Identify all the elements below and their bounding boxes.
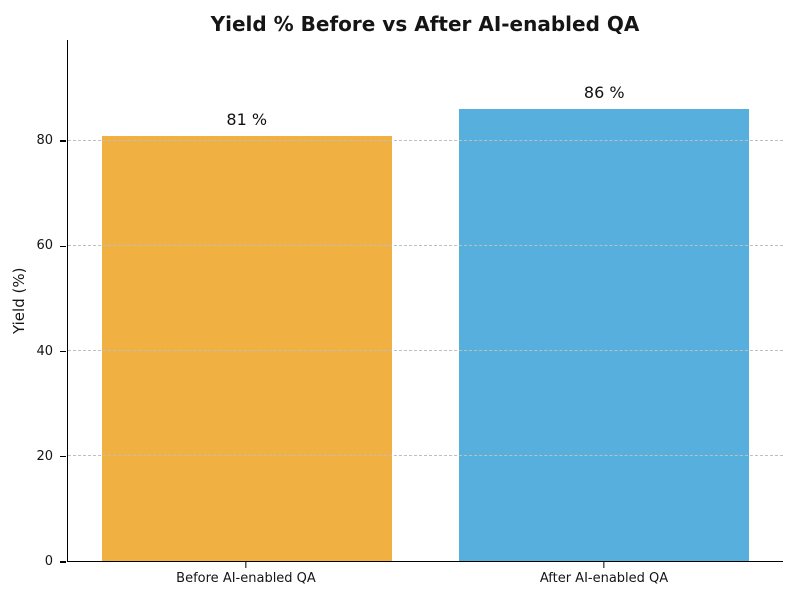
y-tick-label-80: 80: [36, 133, 53, 149]
bar-value-label-before: 81 %: [226, 109, 268, 129]
y-tick-label-0: 0: [44, 554, 53, 569]
bar-after: [459, 109, 750, 561]
bars-layer: 81 % 86 %: [68, 40, 783, 561]
y-tick-label-40: 40: [36, 343, 53, 359]
x-tick-mark-before: [245, 562, 247, 568]
chart-title: Yield % Before vs After AI-enabled QA: [210, 12, 640, 36]
x-axis-ticks: Before AI-enabled QA After AI-enabled QA: [67, 562, 783, 600]
y-axis-ticks: 0 20 40 60 80: [0, 40, 67, 569]
bar-before: [101, 135, 392, 561]
y-tick-mark-20: [60, 456, 66, 458]
y-tick-label-20: 20: [36, 448, 53, 464]
x-tick-label-after: After AI-enabled QA: [539, 571, 669, 586]
plot-area: 81 % 86 %: [67, 40, 783, 562]
x-tick-mark-after: [603, 562, 605, 568]
y-tick-mark-60: [60, 245, 66, 247]
y-tick-mark-0: [60, 561, 66, 563]
y-tick-mark-80: [60, 140, 66, 142]
x-tick-label-before: Before AI-enabled QA: [176, 571, 316, 586]
y-tick-mark-40: [60, 350, 66, 353]
bar-value-label-after: 86 %: [583, 83, 625, 103]
y-tick-label-60: 60: [36, 238, 53, 254]
